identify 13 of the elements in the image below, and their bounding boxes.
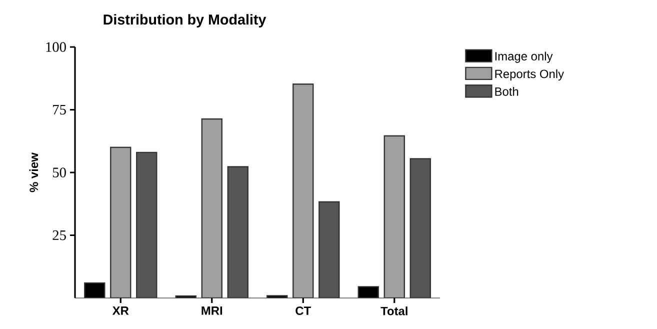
legend-label: Reports Only xyxy=(495,69,564,81)
legend-label: Both xyxy=(495,87,518,96)
legend-label: Image only xyxy=(495,52,553,63)
y-axis-title: % view xyxy=(29,152,38,192)
x-tick-label: XR xyxy=(112,306,129,315)
y-tick-label: 25 xyxy=(52,230,66,240)
x-tick-label: MRI xyxy=(202,306,222,315)
x-tick-label: CT xyxy=(296,306,311,315)
y-tick-label: 75 xyxy=(53,104,66,115)
y-tick-label: 100 xyxy=(46,42,66,52)
x-tick-label: Total xyxy=(380,306,408,316)
chart-title: Distribution by Modality xyxy=(104,14,266,28)
y-tick-label: 50 xyxy=(52,168,66,178)
